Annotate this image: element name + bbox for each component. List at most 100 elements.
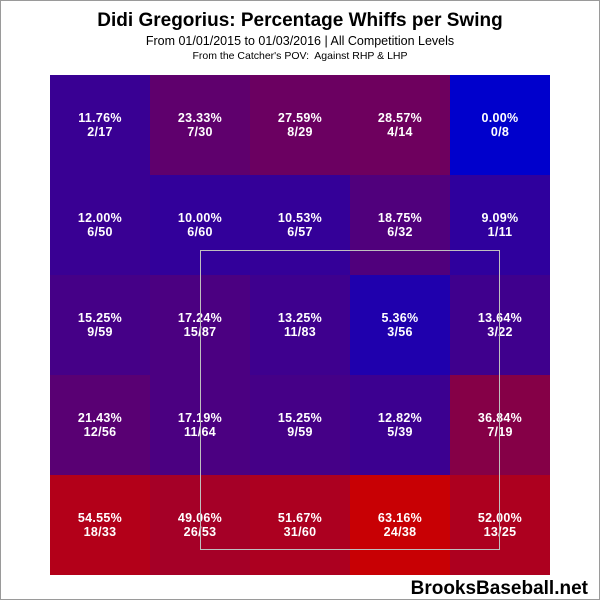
cell-label: 10.53% 6/57 xyxy=(250,211,350,239)
heatmap-cell: 18.75% 6/32 xyxy=(350,175,450,275)
cell-percentage: 51.67% xyxy=(277,511,323,525)
cell-count: 6/50 xyxy=(87,225,113,239)
cell-percentage: 17.19% xyxy=(177,411,223,425)
cell-percentage: 52.00% xyxy=(477,511,523,525)
cell-count: 11/64 xyxy=(183,425,217,439)
heatmap-cell: 28.57% 4/14 xyxy=(350,75,450,175)
cell-label: 13.64% 3/22 xyxy=(450,311,550,339)
cell-count: 3/22 xyxy=(487,325,513,339)
cell-label: 5.36% 3/56 xyxy=(350,311,450,339)
cell-label: 12.82% 5/39 xyxy=(350,411,450,439)
cell-percentage: 54.55% xyxy=(77,511,123,525)
heatmap-cell: 12.00% 6/50 xyxy=(50,175,150,275)
cell-percentage: 12.00% xyxy=(77,211,123,225)
cell-count: 4/14 xyxy=(387,125,413,139)
cell-label: 49.06% 26/53 xyxy=(150,511,250,539)
cell-percentage: 17.24% xyxy=(177,311,223,325)
cell-count: 5/39 xyxy=(387,425,413,439)
heatmap-cell: 0.00% 0/8 xyxy=(450,75,550,175)
cell-count: 11/83 xyxy=(283,325,317,339)
cell-percentage: 15.25% xyxy=(77,311,123,325)
heatmap-cell: 36.84% 7/19 xyxy=(450,375,550,475)
heatmap-cell: 13.64% 3/22 xyxy=(450,275,550,375)
cell-label: 54.55% 18/33 xyxy=(50,511,150,539)
heatmap-cell: 12.82% 5/39 xyxy=(350,375,450,475)
heatmap-cell: 15.25% 9/59 xyxy=(250,375,350,475)
cell-count: 0/8 xyxy=(490,125,510,139)
cell-label: 17.19% 11/64 xyxy=(150,411,250,439)
cell-count: 12/56 xyxy=(83,425,117,439)
cell-label: 17.24% 15/87 xyxy=(150,311,250,339)
cell-count: 2/17 xyxy=(87,125,113,139)
heatmap-cell: 10.00% 6/60 xyxy=(150,175,250,275)
heatmap-cell: 23.33% 7/30 xyxy=(150,75,250,175)
cell-count: 6/60 xyxy=(187,225,213,239)
cell-percentage: 13.64% xyxy=(477,311,523,325)
heatmap-cell: 27.59% 8/29 xyxy=(250,75,350,175)
cell-label: 51.67% 31/60 xyxy=(250,511,350,539)
cell-label: 21.43% 12/56 xyxy=(50,411,150,439)
cell-label: 15.25% 9/59 xyxy=(250,411,350,439)
cell-count: 26/53 xyxy=(183,525,217,539)
cell-label: 12.00% 6/50 xyxy=(50,211,150,239)
cell-label: 13.25% 11/83 xyxy=(250,311,350,339)
cell-label: 10.00% 6/60 xyxy=(150,211,250,239)
cell-label: 9.09% 1/11 xyxy=(450,211,550,239)
cell-count: 15/87 xyxy=(183,325,217,339)
cell-percentage: 5.36% xyxy=(381,311,419,325)
cell-count: 6/57 xyxy=(287,225,313,239)
cell-percentage: 28.57% xyxy=(377,111,423,125)
cell-count: 8/29 xyxy=(287,125,313,139)
chart-subtitle: From 01/01/2015 to 01/03/2016 | All Comp… xyxy=(145,34,455,48)
cell-percentage: 23.33% xyxy=(177,111,223,125)
heatmap-cell: 15.25% 9/59 xyxy=(50,275,150,375)
heatmap-cell: 17.19% 11/64 xyxy=(150,375,250,475)
cell-count: 9/59 xyxy=(287,425,313,439)
cell-count: 9/59 xyxy=(87,325,113,339)
cell-count: 7/19 xyxy=(487,425,513,439)
heatmap-cell: 52.00% 13/25 xyxy=(450,475,550,575)
cell-label: 0.00% 0/8 xyxy=(450,111,550,139)
heatmap-cell: 5.36% 3/56 xyxy=(350,275,450,375)
heatmap-cell: 10.53% 6/57 xyxy=(250,175,350,275)
cell-label: 36.84% 7/19 xyxy=(450,411,550,439)
cell-percentage: 10.53% xyxy=(277,211,323,225)
heatmap-grid: 11.76% 2/17 23.33% 7/30 27.59% 8/29 28.57% 4/14… xyxy=(50,75,550,575)
heatmap-cell: 63.16% 24/38 xyxy=(350,475,450,575)
cell-count: 6/32 xyxy=(387,225,413,239)
heatmap-cell: 54.55% 18/33 xyxy=(50,475,150,575)
cell-percentage: 0.00% xyxy=(481,111,519,125)
cell-label: 52.00% 13/25 xyxy=(450,511,550,539)
cell-label: 28.57% 4/14 xyxy=(350,111,450,139)
cell-label: 63.16% 24/38 xyxy=(350,511,450,539)
cell-count: 1/11 xyxy=(487,225,513,239)
cell-percentage: 11.76% xyxy=(78,111,122,125)
cell-percentage: 27.59% xyxy=(277,111,323,125)
cell-label: 11.76% 2/17 xyxy=(50,111,150,139)
cell-count: 31/60 xyxy=(283,525,317,539)
cell-percentage: 21.43% xyxy=(77,411,123,425)
cell-count: 7/30 xyxy=(187,125,213,139)
heatmap-cell: 11.76% 2/17 xyxy=(50,75,150,175)
cell-percentage: 49.06% xyxy=(177,511,223,525)
cell-count: 24/38 xyxy=(383,525,417,539)
heatmap-cell: 9.09% 1/11 xyxy=(450,175,550,275)
cell-percentage: 36.84% xyxy=(477,411,523,425)
heatmap-cell: 13.25% 11/83 xyxy=(250,275,350,375)
cell-label: 27.59% 8/29 xyxy=(250,111,350,139)
cell-percentage: 13.25% xyxy=(277,311,323,325)
heatmap-cell: 51.67% 31/60 xyxy=(250,475,350,575)
chart-note: From the Catcher's POV: Against RHP & LH… xyxy=(192,50,408,62)
cell-label: 23.33% 7/30 xyxy=(150,111,250,139)
cell-percentage: 9.09% xyxy=(481,211,519,225)
heatmap-cell: 49.06% 26/53 xyxy=(150,475,250,575)
chart-title: Didi Gregorius: Percentage Whiffs per Sw… xyxy=(97,10,503,31)
cell-label: 18.75% 6/32 xyxy=(350,211,450,239)
cell-label: 15.25% 9/59 xyxy=(50,311,150,339)
cell-percentage: 63.16% xyxy=(377,511,423,525)
cell-count: 3/56 xyxy=(387,325,413,339)
watermark: BrooksBaseball.net xyxy=(410,578,588,599)
cell-count: 13/25 xyxy=(483,525,517,539)
cell-percentage: 18.75% xyxy=(377,211,423,225)
cell-count: 18/33 xyxy=(83,525,117,539)
